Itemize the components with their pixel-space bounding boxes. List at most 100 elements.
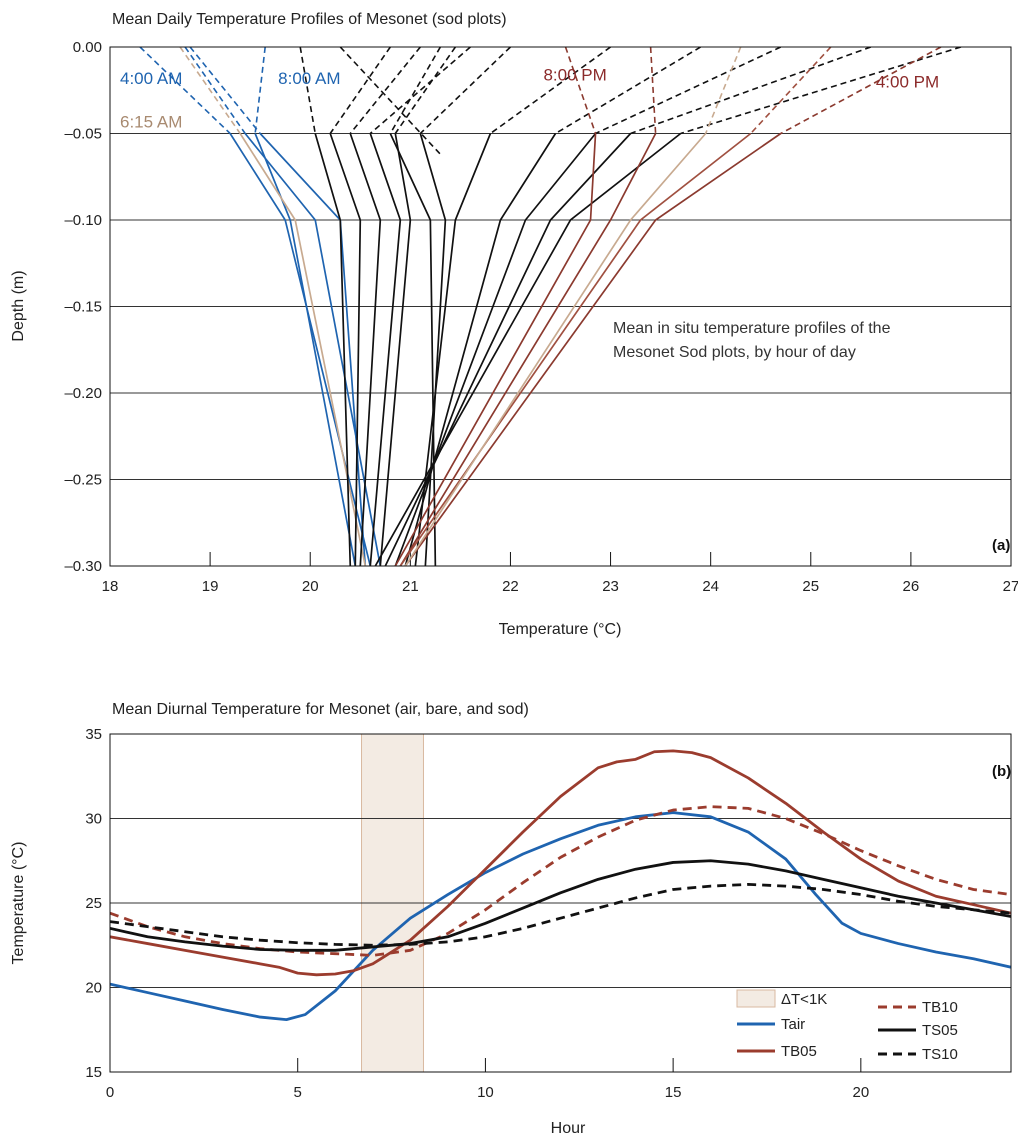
panel-b-tag: (b) <box>992 763 1011 780</box>
panel-a-profile-surface-segment <box>595 47 782 135</box>
panel-a-xtick-label: 25 <box>802 578 819 595</box>
panel-a-profile-surface-segment <box>630 47 872 135</box>
panel-b-ytick-label: 20 <box>85 980 102 997</box>
panel-b-ytick-label: 35 <box>85 726 102 743</box>
panel-a-profile-surface-segment <box>750 47 832 135</box>
panel-a-profile-line <box>374 132 682 566</box>
panel-b-xtick-label: 0 <box>106 1084 114 1101</box>
panel-a-hour-label: 4:00 PM <box>876 73 939 92</box>
panel-a-hour-label: 8:00 PM <box>543 66 606 85</box>
panel-a-profile-line <box>394 132 597 566</box>
panel-a-profile-line <box>389 133 437 566</box>
panel-a-profile-line <box>414 133 492 566</box>
panel-a-profile-line <box>239 133 367 566</box>
panel-a-title: Mean Daily Temperature Profiles of Meson… <box>112 11 507 28</box>
panel-b-series-tb05 <box>110 749 1011 977</box>
panel-a-profile-surface-segment <box>389 47 442 134</box>
panel-a-xtick-label: 22 <box>502 578 519 595</box>
panel-a-profile-line <box>244 132 382 566</box>
panel-a-profile-line <box>349 133 382 566</box>
panel-a-profile-surface-segment <box>780 47 942 135</box>
panel-b-series-ts05 <box>110 859 1011 952</box>
panel-a-xtick-label: 21 <box>402 578 419 595</box>
panel-a-profile-surface-segment <box>254 47 266 134</box>
panel-b-ytick-label: 15 <box>85 1064 102 1081</box>
panel-a-tag: (a) <box>992 537 1010 554</box>
legend-label-shade: ΔT<1K <box>781 991 827 1008</box>
panel-a-xtick-label: 20 <box>302 578 319 595</box>
panel-a-ytick-label: –0.05 <box>64 126 102 143</box>
panel-a-xtick-label: 23 <box>602 578 619 595</box>
panel-a-profile-line <box>419 133 447 566</box>
panel-a-profile-line <box>329 133 362 566</box>
panel-b-xtick-label: 15 <box>665 1084 682 1101</box>
panel-b-xtick-label: 10 <box>477 1084 494 1101</box>
panel-a-xtick-label: 19 <box>202 578 219 595</box>
panel-a-profile-line <box>379 133 412 566</box>
panel-a-hour-label: 6:15 AM <box>120 112 182 131</box>
panel-a-annotation-line1: Mean in situ temperature profiles of the <box>613 320 891 337</box>
panel-b-xtick-label: 20 <box>852 1084 869 1101</box>
panel-a-profile-line <box>259 132 367 566</box>
legend-label-ts10: TS10 <box>922 1046 958 1063</box>
panel-a-profile-line <box>369 133 402 566</box>
panel-b-grid <box>110 818 1011 988</box>
panel-a-profile-line <box>404 132 707 566</box>
panel-a-profile-surface-segment <box>649 47 657 134</box>
panel-a-profile-surface-segment <box>555 47 702 135</box>
panel-a-profile-surface-segment <box>419 47 511 135</box>
panel-a-ylabel: Depth (m) <box>10 270 27 341</box>
panel-a-frame <box>109 46 1012 567</box>
panel-a-ytick-label: –0.20 <box>64 385 102 402</box>
panel-b-series-ts10 <box>110 883 1011 947</box>
panel-a-grid <box>110 133 1011 480</box>
panel-b-ytick-label: 25 <box>85 895 102 912</box>
panel-a-xtick-label: 26 <box>903 578 920 595</box>
panel-a-profile-surface-segment <box>489 47 612 135</box>
panel-a-profile-line <box>314 133 352 566</box>
panel-a-profile-surface-segment <box>349 47 421 135</box>
panel-a-xtick-label: 24 <box>702 578 719 595</box>
panel-b-ticks: 15 20 25 30 35 0 5 10 15 20 <box>85 726 869 1101</box>
legend-label-ts05: TS05 <box>922 1022 958 1039</box>
panel-a-profile-line <box>254 133 357 566</box>
panel-a-profile-surface-segment <box>179 47 241 134</box>
panel-a-ytick-label: –0.25 <box>64 472 102 489</box>
panel-b-title: Mean Diurnal Temperature for Mesonet (ai… <box>112 701 529 718</box>
panel-b-series-tair <box>110 811 1011 1022</box>
panel-a-profile-surface-segment <box>394 47 457 134</box>
panel-a-profile-surface-segment <box>139 47 231 135</box>
panel-a-profile-surface-segment <box>184 47 246 134</box>
panel-b-series-tb10 <box>110 805 1011 957</box>
panel-a-profile-line <box>404 133 557 566</box>
panel-a-xlabel: Temperature (°C) <box>499 621 622 638</box>
panel-a-profile-surface-segment <box>704 47 742 134</box>
panel-a-hour-label: 4:00 AM <box>120 69 182 88</box>
legend-swatch-shade <box>736 989 776 1008</box>
panel-a-profile-line <box>399 133 657 566</box>
panel-a-profile-surface-segment <box>299 47 317 134</box>
panel-a-profile-surface-segment <box>680 47 962 135</box>
panel-a-hour-label: 8:00 AM <box>278 69 340 88</box>
panel-b-legend: ΔT<1K Tair TB05 TB10 TS05 TS10 <box>736 989 958 1063</box>
panel-a-hour-labels: 4:00 AM 8:00 AM 6:15 AM 8:00 PM 4:00 PM <box>120 66 939 132</box>
legend-label-tb05: TB05 <box>781 1043 817 1060</box>
panel-a-ytick-label: –0.15 <box>64 299 102 316</box>
panel-a-xtick-label: 27 <box>1003 578 1018 595</box>
panel-b-xtick-label: 5 <box>294 1084 302 1101</box>
panel-a-profile-surface-segment <box>329 47 391 134</box>
legend-label-tair: Tair <box>781 1016 805 1033</box>
panel-a-profile-stub <box>339 47 441 155</box>
legend-label-tb10: TB10 <box>922 999 958 1016</box>
panel-a-profile-surface-segment <box>564 47 597 134</box>
panel-a-profile-surface-segment <box>369 47 471 135</box>
panel-b-ylabel: Temperature (°C) <box>10 842 27 965</box>
panel-b-frame <box>109 733 1012 1073</box>
panel-a-profile-line <box>394 133 597 566</box>
panel-a-annotation-line2: Mesonet Sod plots, by hour of day <box>613 344 856 361</box>
panel-b-ytick-label: 30 <box>85 811 102 828</box>
panel-a-ytick-label: –0.30 <box>64 558 102 575</box>
